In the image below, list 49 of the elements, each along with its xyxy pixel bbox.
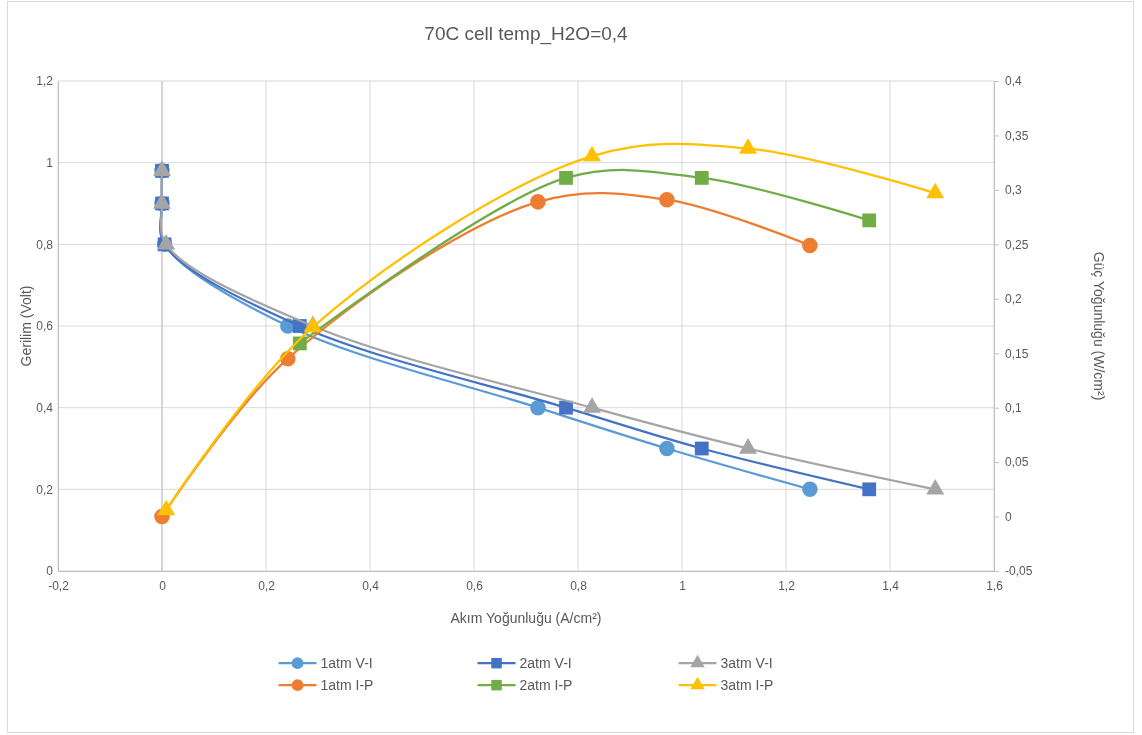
point (694, 441, 709, 456)
y2-tick-label: 0,35 (1005, 128, 1029, 143)
point (559, 400, 573, 415)
y2-tick-label: 0 (1005, 509, 1012, 524)
point (862, 482, 877, 497)
point (659, 440, 675, 457)
point (659, 191, 675, 208)
y-tick-label: 0,8 (36, 237, 54, 252)
legend-label: 1atm V-I (320, 655, 373, 672)
y-tick-label: 0,4 (36, 401, 54, 416)
legend-label: 3atm V-I (720, 655, 773, 672)
x-tick-label: 0 (159, 578, 167, 593)
x-tick-label: 1,2 (778, 578, 796, 593)
point (802, 481, 818, 498)
point (559, 171, 573, 185)
x-axis-title: Akım Yoğunluğu (A/cm²) (450, 610, 602, 626)
point (862, 213, 877, 228)
y-tick-label: 0,2 (36, 482, 54, 497)
y2-tick-label: 0,4 (1005, 74, 1023, 89)
x-tick-label: 0,6 (466, 578, 484, 593)
y-tick-label: 0 (46, 564, 54, 579)
x-tick-label: 1 (679, 578, 687, 593)
y-axis-title: Gerilim (Volt) (18, 285, 34, 367)
legend-label: 1atm I-P (320, 677, 374, 694)
legend-label: 2atm V-I (519, 655, 572, 672)
x-tick-label: 0,8 (570, 578, 588, 593)
y2-tick-label: 0,15 (1005, 346, 1029, 361)
y2-tick-label: 0,05 (1005, 455, 1029, 470)
legend-label: 2atm I-P (519, 677, 573, 694)
y2-tick-label: 0,25 (1005, 237, 1029, 252)
y2-tick-label: -0,05 (1005, 564, 1033, 579)
y-tick-label: 1 (46, 156, 54, 171)
x-tick-label: 1,4 (882, 578, 900, 593)
point (530, 399, 546, 416)
x-tick-label: 0,2 (258, 578, 276, 593)
y2-tick-label: 0,2 (1005, 292, 1023, 307)
y2-tick-label: 0,1 (1005, 401, 1023, 416)
point (694, 171, 709, 185)
y2-axis-title: Güç Yoğunluğu (W/cm²) (1091, 251, 1107, 401)
point (802, 237, 818, 254)
legend-label: 3atm I-P (720, 677, 774, 694)
point (530, 194, 546, 210)
x-tick-label: 0,4 (362, 578, 380, 593)
x-tick-label: -0,2 (48, 578, 70, 593)
chart-title: 70C cell temp_H2O=0,4 (424, 23, 629, 45)
y-tick-label: 1,2 (36, 74, 54, 89)
y-tick-label: 0,6 (36, 319, 54, 334)
x-tick-label: 1,6 (986, 578, 1004, 593)
y2-tick-label: 0,3 (1005, 183, 1023, 198)
